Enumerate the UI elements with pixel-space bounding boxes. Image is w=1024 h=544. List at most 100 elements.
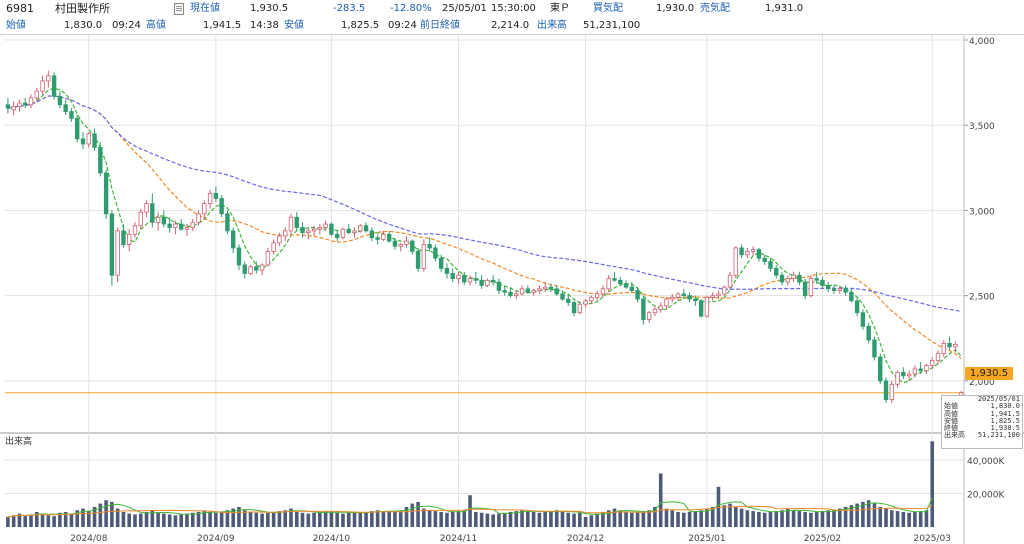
volume-bar — [543, 511, 547, 527]
volume-bar — [254, 512, 259, 527]
candle-body — [883, 380, 889, 401]
ohlc-info-box: 2025/05/01 始値 1,830.0 高値 1,941.5 安値 1,825.5… — [941, 395, 1023, 449]
volume-bar — [242, 510, 247, 527]
candle-body — [51, 75, 57, 97]
candle-body — [340, 228, 346, 239]
volume-bar — [445, 512, 449, 527]
volume-bar — [69, 513, 74, 527]
candle-body — [311, 228, 317, 232]
candle-body — [566, 298, 571, 303]
volume-bar — [214, 512, 218, 527]
volume-bar — [231, 508, 235, 527]
candle-body — [750, 249, 756, 252]
candle-body — [485, 279, 490, 286]
volume-bar — [751, 511, 755, 527]
candle-body — [554, 288, 559, 295]
candle-body — [687, 295, 692, 300]
candle-body — [433, 247, 438, 259]
candle-body — [947, 342, 952, 348]
candle-body — [207, 192, 213, 205]
candle-body — [369, 230, 375, 239]
candle-body — [670, 296, 675, 300]
price-tick-label: 3,000 — [969, 207, 995, 217]
candle-body — [23, 102, 28, 106]
candle-body — [144, 203, 149, 213]
volume-bar — [699, 510, 703, 527]
volume-bar — [745, 510, 750, 527]
candle-body — [935, 353, 941, 361]
x-tick-label: 2024/09 — [197, 534, 235, 544]
candle-body — [889, 383, 894, 401]
volume-bar — [566, 512, 571, 527]
volume-bar — [260, 513, 264, 527]
volume-value: 51,231,100 — [583, 20, 641, 31]
candle-body — [173, 223, 178, 228]
volume-bar — [889, 510, 894, 527]
candle-body — [542, 286, 548, 290]
volume-bar — [138, 513, 143, 527]
x-tick-label: 2025/03 — [914, 534, 951, 544]
bid-price: 1,930.0 — [656, 3, 695, 14]
volume-bar — [670, 510, 675, 527]
candle-body — [652, 308, 658, 314]
volume-bar — [676, 511, 680, 527]
volume-bar — [647, 510, 651, 527]
candle-body — [953, 343, 958, 348]
candle-body — [849, 291, 854, 302]
candle-body — [161, 216, 167, 225]
volume-bar — [29, 514, 33, 527]
low-time: 09:24 — [388, 20, 417, 31]
volume-bar — [422, 508, 426, 527]
candle-body — [92, 133, 97, 148]
stock-chart[interactable]: 4,000 3,500 3,000 2,500 2,000 40,000K 20,000K 2… — [0, 35, 1024, 544]
candle-body — [121, 230, 126, 245]
volume-bar — [352, 511, 357, 527]
volume-bar — [92, 506, 97, 527]
volume-bar — [560, 511, 565, 527]
volume-bar — [179, 514, 183, 527]
ticker-code: 6981 — [6, 2, 34, 15]
candle-body — [866, 325, 871, 341]
document-icon[interactable] — [174, 3, 184, 15]
prev-close-label: 前日終値 — [420, 20, 460, 31]
volume-bar — [913, 511, 917, 527]
volume-bar — [271, 511, 276, 527]
candle-body — [98, 146, 103, 174]
candle-body — [5, 104, 11, 109]
price-change: -283.5 — [333, 3, 366, 14]
candle-body — [623, 283, 629, 288]
volume-bar — [549, 511, 553, 527]
volume-bar — [439, 511, 443, 527]
candle-body — [80, 138, 86, 145]
volume-bar — [693, 511, 698, 527]
open-price: 1,830.0 — [64, 20, 103, 31]
candle-body — [797, 274, 802, 283]
volume-bar — [601, 511, 605, 527]
candle-body — [248, 266, 253, 274]
volume-bar — [202, 511, 207, 527]
volume-bar — [450, 511, 455, 527]
volume-bar — [34, 511, 39, 527]
info-row-high: 高値 1,941.5 — [944, 409, 1020, 418]
x-tick-label: 2025/02 — [804, 534, 841, 544]
volume-bar — [780, 510, 784, 527]
volume-bar — [491, 514, 495, 527]
volume-bar — [508, 511, 513, 527]
volume-bar — [185, 513, 189, 527]
volume-bar — [866, 500, 871, 527]
x-tick-label: 2024/10 — [313, 534, 351, 544]
x-tick-label: 2024/12 — [567, 534, 604, 544]
candle-body — [196, 213, 201, 223]
volume-bar — [537, 512, 542, 527]
candle-body — [739, 247, 744, 256]
candle-body — [17, 102, 22, 107]
volume-bar — [843, 506, 848, 527]
volume-bar — [612, 508, 617, 527]
candle-body — [826, 285, 831, 290]
candle-body — [548, 286, 554, 290]
volume-bar — [826, 510, 831, 527]
volume-bar — [635, 511, 640, 527]
volume-bar — [734, 506, 738, 527]
candle-body — [820, 279, 825, 286]
candle-body — [190, 221, 195, 228]
